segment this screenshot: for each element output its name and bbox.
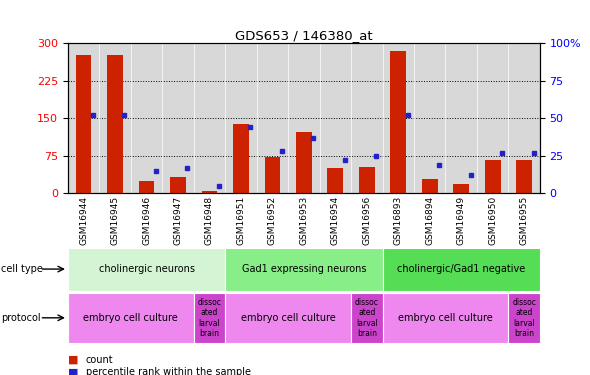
- Bar: [296, 132, 312, 193]
- Bar: [68, 292, 194, 343]
- Bar: [391, 51, 406, 193]
- Text: embryo cell culture: embryo cell culture: [398, 313, 493, 323]
- Text: Gad1 expressing neurons: Gad1 expressing neurons: [241, 264, 366, 274]
- Title: GDS653 / 146380_at: GDS653 / 146380_at: [235, 29, 373, 42]
- Text: dissoc
ated
larval
brain: dissoc ated larval brain: [355, 298, 379, 338]
- Bar: [453, 184, 469, 193]
- Text: dissoc
ated
larval
brain: dissoc ated larval brain: [512, 298, 536, 338]
- Text: protocol: protocol: [1, 313, 41, 323]
- Bar: [170, 177, 186, 193]
- Text: percentile rank within the sample: percentile rank within the sample: [86, 368, 251, 375]
- Bar: [327, 168, 343, 193]
- Text: cholinergic/Gad1 negative: cholinergic/Gad1 negative: [397, 264, 525, 274]
- Bar: [422, 179, 438, 193]
- Bar: [359, 167, 375, 193]
- Text: cell type: cell type: [1, 264, 43, 274]
- Text: ■: ■: [68, 368, 78, 375]
- Bar: [382, 248, 540, 291]
- Bar: [351, 292, 382, 343]
- Bar: [76, 55, 91, 193]
- Bar: [225, 292, 351, 343]
- Bar: [107, 55, 123, 193]
- Text: embryo cell culture: embryo cell culture: [241, 313, 336, 323]
- Bar: [225, 248, 382, 291]
- Text: count: count: [86, 355, 113, 365]
- Text: ■: ■: [68, 355, 78, 365]
- Bar: [516, 160, 532, 193]
- Bar: [139, 181, 155, 193]
- Bar: [194, 292, 225, 343]
- Text: dissoc
ated
larval
brain: dissoc ated larval brain: [198, 298, 221, 338]
- Bar: [233, 124, 249, 193]
- Bar: [202, 190, 217, 193]
- Bar: [382, 292, 509, 343]
- Bar: [264, 157, 280, 193]
- Text: cholinergic neurons: cholinergic neurons: [99, 264, 195, 274]
- Bar: [68, 248, 225, 291]
- Text: embryo cell culture: embryo cell culture: [83, 313, 178, 323]
- Bar: [509, 292, 540, 343]
- Bar: [485, 160, 500, 193]
